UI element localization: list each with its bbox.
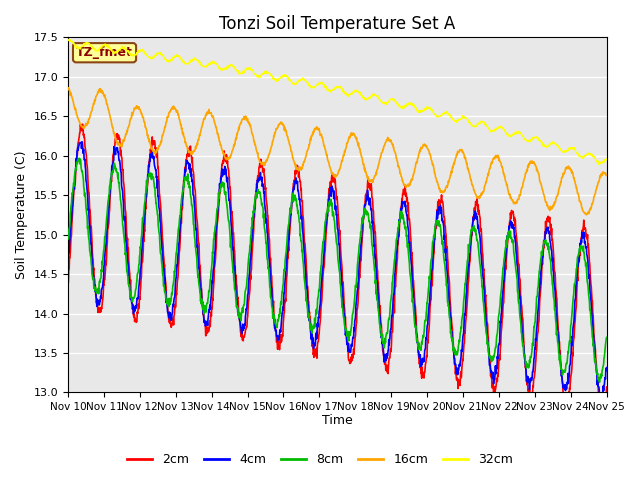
Y-axis label: Soil Temperature (C): Soil Temperature (C) bbox=[15, 151, 28, 279]
X-axis label: Time: Time bbox=[322, 414, 353, 427]
Title: Tonzi Soil Temperature Set A: Tonzi Soil Temperature Set A bbox=[220, 15, 456, 33]
Text: TZ_fmet: TZ_fmet bbox=[76, 46, 133, 59]
Legend: 2cm, 4cm, 8cm, 16cm, 32cm: 2cm, 4cm, 8cm, 16cm, 32cm bbox=[122, 448, 518, 471]
